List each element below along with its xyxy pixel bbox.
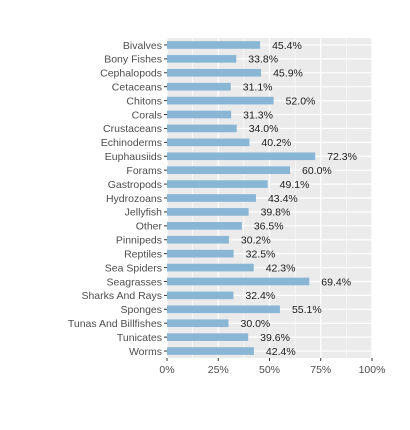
category-label: Sea Spiders — [105, 262, 162, 274]
category-label: Sponges — [121, 304, 162, 316]
x-axis: 0% 25% 50% 75% 100% — [159, 358, 385, 376]
category-label: Bony Fishes — [104, 54, 162, 66]
x-tick-label: 75% — [310, 364, 331, 376]
category-label: Gastropods — [108, 179, 162, 191]
bar — [167, 55, 237, 63]
x-tick-label: 50% — [259, 364, 280, 376]
category-label: Corals — [132, 109, 162, 121]
bar — [167, 82, 231, 91]
bar — [167, 305, 280, 314]
bar — [167, 277, 310, 286]
bar — [167, 249, 234, 258]
data-label: 39.6% — [260, 332, 290, 344]
x-tick-label: 0% — [159, 364, 174, 376]
category-label: Cephalopods — [100, 68, 162, 80]
bar — [167, 319, 229, 328]
x-tick-label: 100% — [359, 364, 386, 376]
data-label: 32.4% — [245, 290, 275, 302]
category-label: Tunas And Billfishes — [68, 318, 162, 330]
category-label: Sharks And Rays — [81, 290, 162, 302]
category-label: Hydrozoans — [106, 193, 162, 205]
bar — [167, 333, 249, 341]
bar — [167, 222, 242, 230]
bar — [167, 41, 261, 49]
data-label: 32.5% — [246, 248, 276, 260]
category-label: Cetaceans — [112, 81, 162, 93]
category-label: Other — [136, 221, 163, 233]
data-label: 72.3% — [327, 151, 357, 163]
data-label: 36.5% — [254, 221, 284, 233]
category-label: Crustaceans — [103, 123, 162, 135]
bar — [167, 263, 254, 272]
bar — [167, 180, 268, 188]
data-label: 31.1% — [243, 81, 273, 93]
category-label: Worms — [129, 346, 162, 358]
data-label: 33.8% — [248, 54, 278, 66]
category-label: Jellyfish — [125, 207, 163, 219]
data-label: 34.0% — [249, 123, 279, 135]
x-tick-label: 25% — [208, 364, 229, 376]
data-label: 43.4% — [268, 193, 298, 205]
data-label: 42.4% — [266, 346, 296, 358]
bars — [167, 41, 316, 355]
data-label: 55.1% — [292, 304, 322, 316]
bar — [167, 347, 254, 355]
data-label: 42.3% — [266, 262, 296, 274]
data-label: 45.4% — [272, 40, 302, 52]
category-label: Chitons — [126, 95, 162, 107]
bar — [167, 124, 237, 133]
data-label: 45.9% — [273, 68, 303, 80]
bar — [167, 194, 256, 202]
bar — [167, 110, 232, 119]
data-label: 30.0% — [241, 318, 271, 330]
category-label: Seagrasses — [107, 276, 162, 288]
data-label: 49.1% — [280, 179, 310, 191]
bar — [167, 291, 234, 300]
data-label: 31.3% — [243, 109, 273, 121]
bar — [167, 208, 249, 216]
bar — [167, 166, 290, 174]
grid-lines — [166, 38, 373, 358]
data-label: 39.8% — [261, 207, 291, 219]
bar — [167, 138, 250, 147]
data-label: 60.0% — [302, 165, 332, 177]
category-label: Forams — [126, 165, 162, 177]
category-label: Tunicates — [117, 332, 162, 344]
category-label: Echinoderms — [101, 137, 162, 149]
category-label: Pinnipeds — [116, 235, 162, 247]
bar — [167, 68, 262, 77]
category-label: Euphausiids — [105, 151, 162, 163]
bar — [167, 152, 316, 161]
data-labels: 45.4% 33.8% 45.9%31.1% 52.0% 31.3% 34.0% 40.2%… — [241, 40, 357, 358]
data-label: 40.2% — [261, 137, 291, 149]
bar — [167, 235, 229, 244]
data-label: 52.0% — [286, 95, 316, 107]
category-label: Bivalves — [123, 40, 162, 52]
category-label: Reptiles — [124, 248, 162, 260]
data-label: 69.4% — [321, 276, 351, 288]
data-label: 30.2% — [241, 235, 271, 247]
bar — [167, 96, 274, 105]
